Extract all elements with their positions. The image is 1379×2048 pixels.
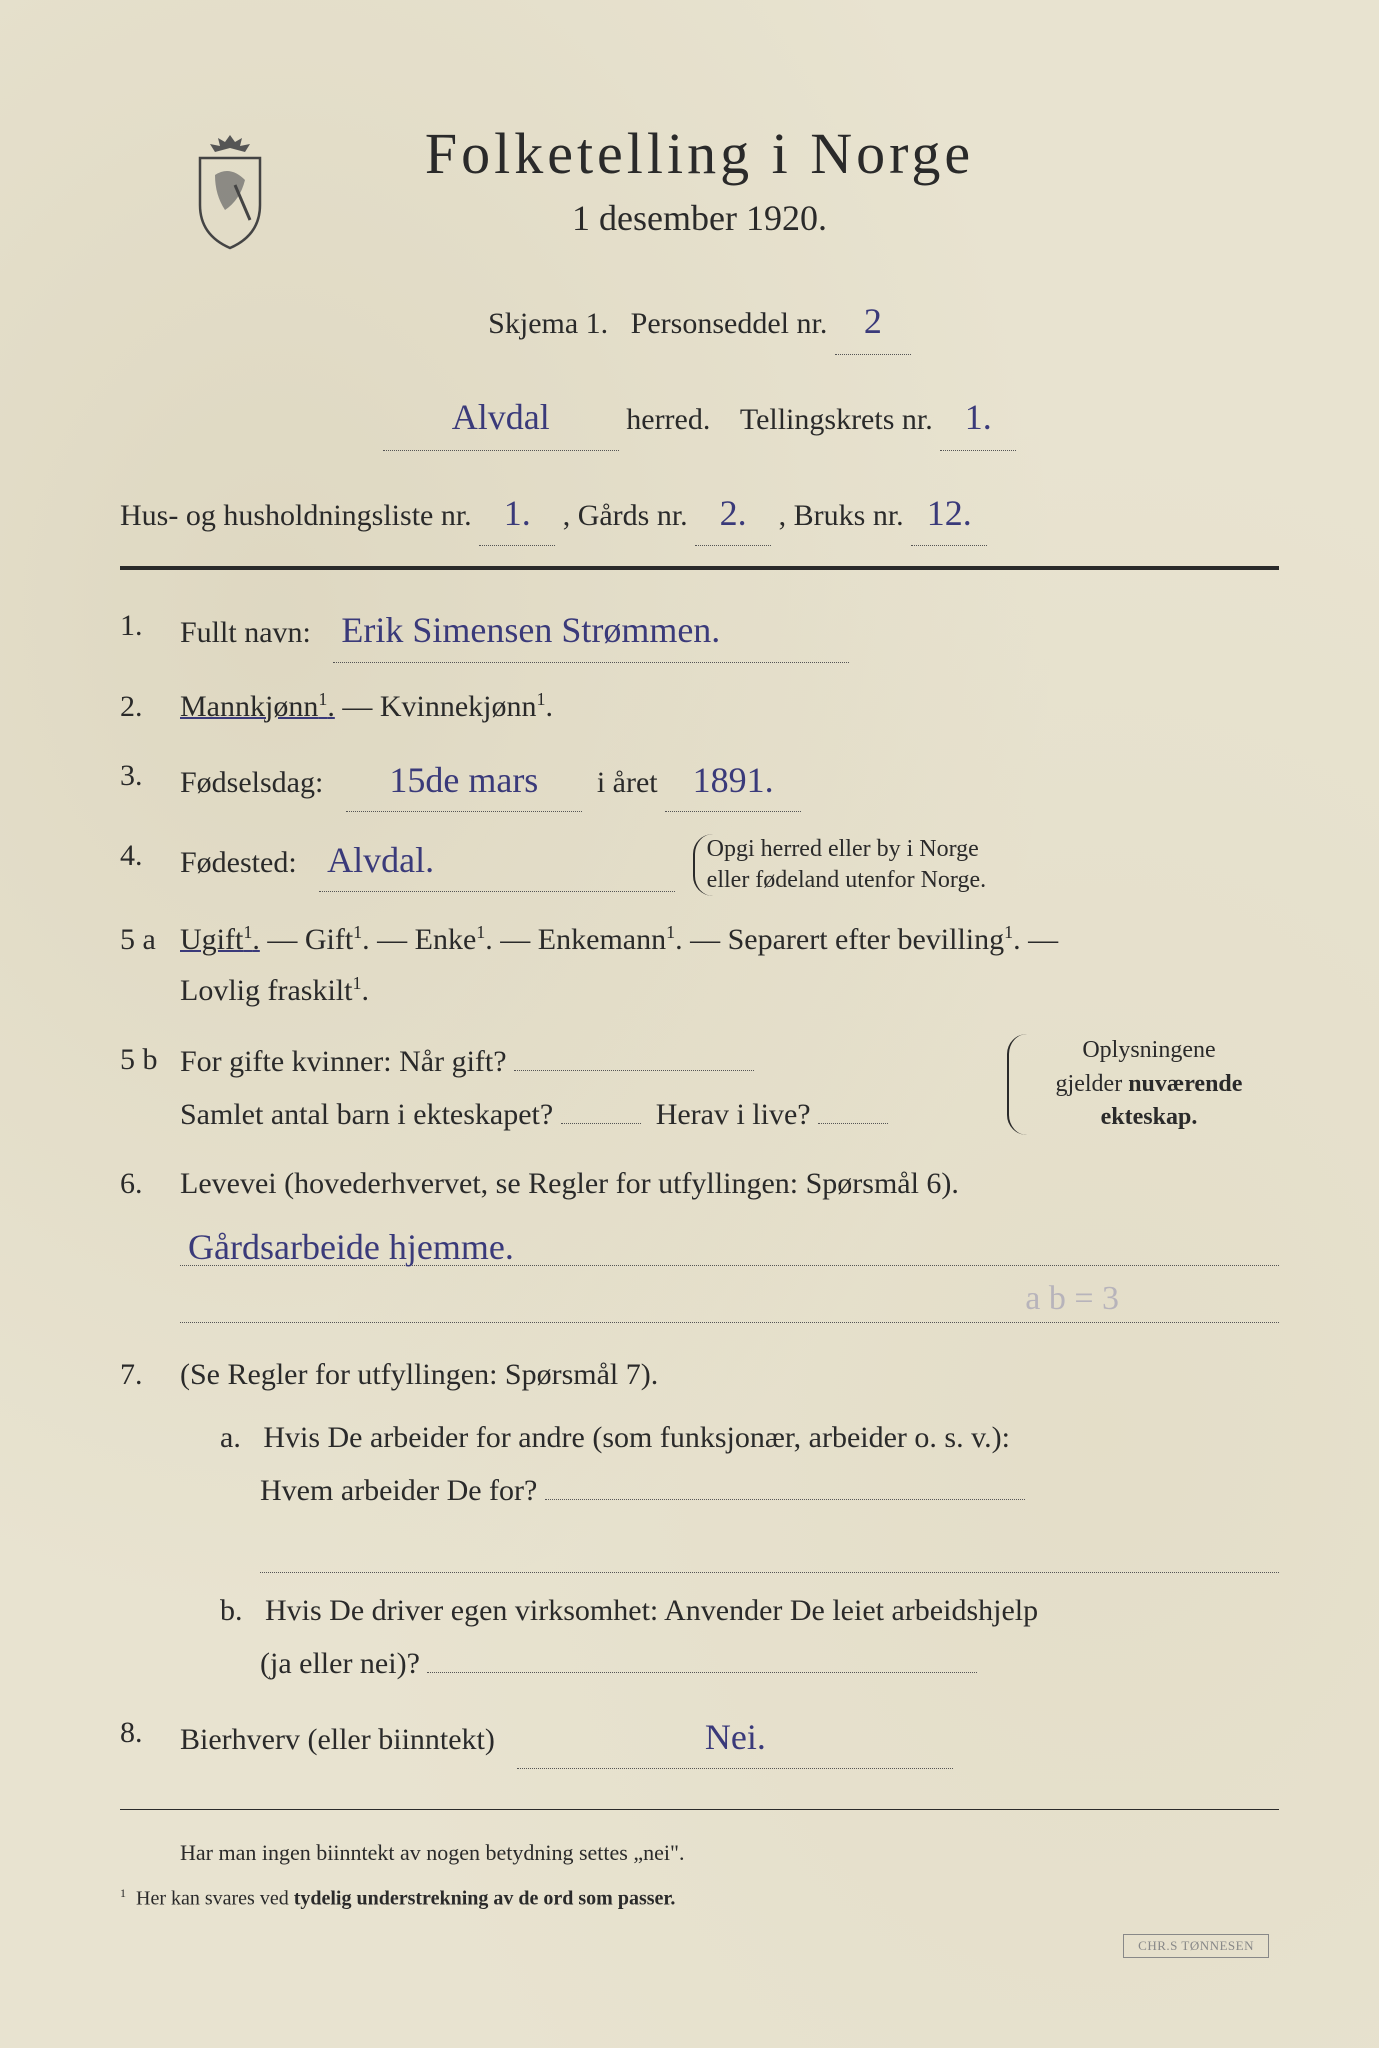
q5b-num: 5 b [120, 1034, 180, 1140]
q6-value: Gårdsarbeide hjemme. [180, 1217, 522, 1278]
q1-label: Fullt navn: [180, 616, 311, 649]
q8-label: Bierhverv (eller biinntekt) [180, 1723, 495, 1756]
q7a-label: a. [220, 1421, 241, 1454]
bruks-nr: 12. [911, 481, 987, 547]
faint-annotation: a b = 3 [1025, 1280, 1119, 1318]
q3-label: Fødselsdag: [180, 766, 323, 799]
q5b-label2: Samlet antal barn i ekteskapet? [180, 1098, 553, 1131]
q7a: a. Hvis De arbeider for andre (som funks… [220, 1412, 1279, 1573]
question-4: 4. Fødested: Alvdal. Opgi herred eller b… [120, 830, 1279, 896]
herred-value: Alvdal [383, 385, 619, 451]
question-2: 2. Mannkjønn1. — Kvinnekjønn1. [120, 681, 1279, 732]
q3-num: 3. [120, 750, 180, 812]
norway-coat-of-arms-icon [180, 130, 280, 250]
q4-num: 4. [120, 830, 180, 896]
q5a-enke: Enke1. [415, 923, 493, 956]
q4-note: Opgi herred eller by i Norge eller fødel… [693, 834, 986, 896]
q8-value: Nei. [517, 1707, 953, 1769]
q7b-text2: (ja eller nei)? [260, 1647, 420, 1680]
herred-label: herred. [626, 403, 710, 436]
printer-stamp: CHR.S TØNNESEN [1123, 1934, 1269, 1958]
q7-num: 7. [120, 1349, 180, 1689]
herred-line: Alvdal herred. Tellingskrets nr. 1. [120, 385, 1279, 451]
q5b-label3: Herav i live? [656, 1098, 811, 1131]
form-date: 1 desember 1920. [120, 197, 1279, 239]
divider-thin [120, 1809, 1279, 1810]
q3-year-label: i året [597, 766, 658, 799]
q7b-blank [427, 1636, 977, 1673]
q5a-separert: Separert efter bevilling1. [728, 923, 1021, 956]
q2-num: 2. [120, 681, 180, 732]
q7b: b. Hvis De driver egen virksomhet: Anven… [220, 1585, 1279, 1689]
husliste-line: Hus- og husholdningsliste nr. 1. , Gårds… [120, 481, 1279, 547]
question-8: 8. Bierhverv (eller biinntekt) Nei. [120, 1707, 1279, 1769]
personseddel-nr-value: 2 [835, 289, 911, 355]
question-1: 1. Fullt navn: Erik Simensen Strømmen. [120, 600, 1279, 662]
q3-day-value: 15de mars [346, 750, 582, 812]
q5b-blank3 [818, 1087, 888, 1124]
q3-year-value: 1891. [665, 750, 801, 812]
footnote-2: 1 Her kan svares ved tydelig understrekn… [120, 1886, 1279, 1911]
q5a-fraskilt: Lovlig fraskilt1. [180, 974, 369, 1007]
question-5a: 5 a Ugift1. — Gift1. — Enke1. — Enkemann… [120, 914, 1279, 1016]
question-3: 3. Fødselsdag: 15de mars i året 1891. [120, 750, 1279, 812]
bruks-label: , Bruks nr. [779, 499, 904, 532]
tellingskrets-label: Tellingskrets nr. [740, 403, 933, 436]
q6-line1: Gårdsarbeide hjemme. [180, 1217, 1279, 1266]
gards-label: , Gårds nr. [563, 499, 688, 532]
tellingskrets-nr: 1. [940, 385, 1016, 451]
question-5b: 5 b Oplysningene gjelder nuværende ektes… [120, 1034, 1279, 1140]
q7b-label: b. [220, 1594, 243, 1627]
q6-num: 6. [120, 1158, 180, 1331]
q5a-gift: Gift1. [305, 923, 370, 956]
divider-thick [120, 566, 1279, 570]
q8-num: 8. [120, 1707, 180, 1769]
gards-nr: 2. [695, 481, 771, 547]
personseddel-label: Personseddel nr. [631, 307, 828, 340]
question-7: 7. (Se Regler for utfyllingen: Spørsmål … [120, 1349, 1279, 1689]
husliste-nr: 1. [479, 481, 555, 547]
q4-label: Fødested: [180, 846, 297, 879]
q7b-text1: Hvis De driver egen virksomhet: Anvender… [265, 1594, 1038, 1627]
q5b-blank1 [514, 1034, 754, 1071]
form-title: Folketelling i Norge [120, 120, 1279, 187]
husliste-label: Hus- og husholdningsliste nr. [120, 499, 472, 532]
skjema-label: Skjema 1. [488, 307, 608, 340]
footnote-1: Har man ingen biinntekt av nogen betydni… [180, 1840, 1279, 1866]
q2-male-selected: Mannkjønn1. [180, 690, 335, 723]
q1-num: 1. [120, 600, 180, 662]
q5a-num: 5 a [120, 914, 180, 1016]
q4-birthplace-value: Alvdal. [319, 830, 675, 892]
q6-label: Levevei (hovederhvervet, se Regler for u… [180, 1167, 959, 1200]
q7a-blank2 [260, 1524, 1279, 1573]
q2-female: Kvinnekjønn1. [380, 690, 553, 723]
q5a-enkemann: Enkemann1. [538, 923, 683, 956]
q5b-blank2 [561, 1087, 641, 1124]
skjema-line: Skjema 1. Personseddel nr. 2 [120, 289, 1279, 355]
q7a-text1: Hvis De arbeider for andre (som funksjon… [263, 1421, 1010, 1454]
form-header: Folketelling i Norge 1 desember 1920. [120, 120, 1279, 239]
q5a-ugift-selected: Ugift1. [180, 923, 260, 956]
q7a-blank1 [545, 1463, 1025, 1500]
q2-sep: — [342, 690, 380, 723]
census-form-page: Folketelling i Norge 1 desember 1920. Sk… [0, 0, 1379, 2048]
q1-fullname-value: Erik Simensen Strømmen. [333, 600, 849, 662]
q5b-note: Oplysningene gjelder nuværende ekteskap. [1007, 1034, 1279, 1135]
q7a-text2: Hvem arbeider De for? [260, 1474, 537, 1507]
q7-label: (Se Regler for utfyllingen: Spørsmål 7). [180, 1358, 658, 1391]
q5b-label1: For gifte kvinner: Når gift? [180, 1045, 507, 1078]
